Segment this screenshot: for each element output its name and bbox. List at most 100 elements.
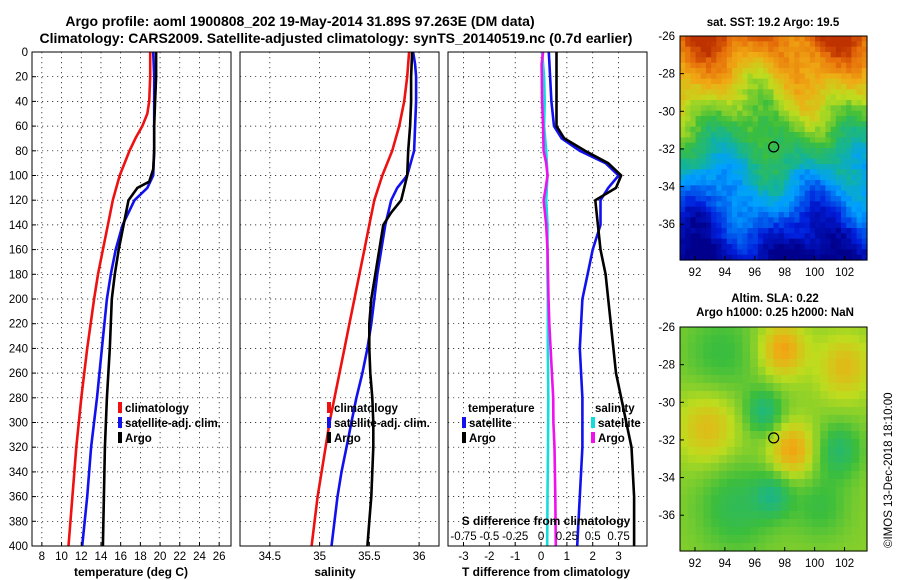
heatmap-cell bbox=[726, 351, 736, 360]
heatmap-cell bbox=[726, 471, 736, 480]
heatmap-cell bbox=[789, 503, 798, 512]
heatmap-cell bbox=[716, 78, 723, 85]
heatmap-cell bbox=[737, 137, 743, 144]
heatmap-cell bbox=[773, 343, 782, 352]
heatmap-cell bbox=[705, 94, 712, 101]
heatmap-cell bbox=[721, 222, 728, 229]
heatmap-cell bbox=[851, 36, 858, 42]
heatmap-cell bbox=[815, 94, 821, 101]
heatmap-cell bbox=[747, 196, 754, 202]
heatmap-cell bbox=[685, 126, 691, 133]
heatmap-cell bbox=[794, 174, 801, 181]
heatmap-cell bbox=[825, 233, 832, 240]
heatmap-cell bbox=[783, 180, 790, 186]
heatmap-cell bbox=[851, 206, 858, 213]
heatmap-cell bbox=[752, 89, 759, 96]
heatmap-cell bbox=[789, 212, 795, 218]
heatmap-cell bbox=[695, 535, 704, 544]
heatmap-cell bbox=[737, 196, 743, 202]
heatmap-cell bbox=[718, 511, 728, 520]
heatmap-cell bbox=[716, 52, 723, 58]
heatmap-cell bbox=[721, 62, 728, 69]
map-y-tick-label: -36 bbox=[658, 510, 675, 522]
heatmap-cell bbox=[726, 52, 733, 58]
heatmap-cell bbox=[794, 153, 801, 160]
heatmap-cell bbox=[705, 222, 712, 229]
heatmap-cell bbox=[843, 455, 853, 464]
heatmap-cell bbox=[680, 228, 686, 234]
heatmap-cell bbox=[815, 254, 821, 261]
heatmap-cell bbox=[695, 206, 702, 213]
heatmap-cell bbox=[695, 351, 704, 360]
heatmap-cell bbox=[809, 185, 816, 192]
heatmap-cell bbox=[794, 148, 801, 154]
heatmap-cell bbox=[690, 62, 697, 69]
heatmap-cell bbox=[742, 335, 751, 344]
heatmap-cell bbox=[778, 196, 785, 202]
heatmap-cell bbox=[835, 137, 842, 144]
heatmap-cell bbox=[778, 254, 785, 261]
heatmap-cell bbox=[690, 244, 697, 250]
heatmap-cell bbox=[716, 233, 723, 240]
x-tick-label: 35 bbox=[313, 551, 326, 563]
heatmap-cell bbox=[768, 254, 775, 261]
heatmap-cell bbox=[789, 62, 795, 69]
heatmap-cell bbox=[768, 196, 775, 202]
heatmap-cell bbox=[680, 174, 686, 181]
heatmap-cell bbox=[804, 84, 811, 90]
heatmap-cell bbox=[711, 359, 720, 368]
heatmap-cell bbox=[773, 222, 780, 229]
heatmap-cell bbox=[851, 238, 858, 245]
heatmap-cell bbox=[742, 359, 751, 368]
heatmap-cell bbox=[815, 174, 821, 181]
heatmap-cell bbox=[695, 126, 702, 133]
heatmap-cell bbox=[752, 206, 759, 213]
heatmap-cell bbox=[700, 121, 707, 128]
heatmap-cell bbox=[820, 343, 829, 352]
heatmap-cell bbox=[861, 116, 868, 122]
heatmap-cell bbox=[737, 169, 743, 176]
legend-argo-swatch bbox=[118, 432, 122, 443]
heatmap-cell bbox=[841, 180, 847, 186]
heatmap-cell bbox=[731, 254, 738, 261]
heatmap-cell bbox=[773, 206, 780, 213]
x-tick-label: 0 bbox=[538, 551, 544, 563]
heatmap-cell bbox=[804, 399, 814, 408]
heatmap-cell bbox=[734, 511, 743, 520]
heatmap-cell bbox=[799, 121, 806, 128]
heatmap-cell bbox=[703, 455, 712, 464]
heatmap-cell bbox=[731, 217, 738, 224]
heatmap-cell bbox=[726, 84, 733, 90]
heatmap-cell bbox=[752, 57, 759, 64]
heatmap-cell bbox=[726, 407, 736, 416]
heatmap-cell bbox=[726, 487, 736, 496]
heatmap-cell bbox=[737, 52, 743, 58]
difference-grid bbox=[448, 52, 647, 546]
heatmap-cell bbox=[783, 62, 790, 69]
legend-climatology-swatch bbox=[327, 402, 331, 413]
heatmap-cell bbox=[794, 36, 801, 42]
heatmap-cell bbox=[809, 94, 816, 101]
heatmap-cell bbox=[752, 233, 759, 240]
heatmap-cell bbox=[695, 36, 702, 42]
heatmap-cell bbox=[705, 158, 712, 165]
heatmap-cell bbox=[752, 94, 759, 101]
heatmap-cell bbox=[750, 399, 759, 408]
heatmap-cell bbox=[711, 36, 717, 42]
heatmap-cell bbox=[711, 68, 717, 74]
heatmap-cell bbox=[796, 399, 806, 408]
heatmap-cell bbox=[841, 196, 847, 202]
heatmap-cell bbox=[726, 383, 736, 392]
heatmap-cell bbox=[763, 132, 769, 138]
heatmap-cell bbox=[825, 84, 832, 90]
heatmap-cell bbox=[763, 180, 769, 186]
heatmap-cell bbox=[851, 351, 860, 360]
heatmap-cell bbox=[799, 222, 806, 229]
heatmap-cell bbox=[731, 238, 738, 245]
heatmap-cell bbox=[796, 407, 806, 416]
heatmap-cell bbox=[783, 52, 790, 58]
heatmap-cell bbox=[731, 62, 738, 69]
heatmap-cell bbox=[695, 73, 702, 80]
heatmap-cell bbox=[687, 383, 697, 392]
heatmap-cell bbox=[820, 121, 827, 128]
